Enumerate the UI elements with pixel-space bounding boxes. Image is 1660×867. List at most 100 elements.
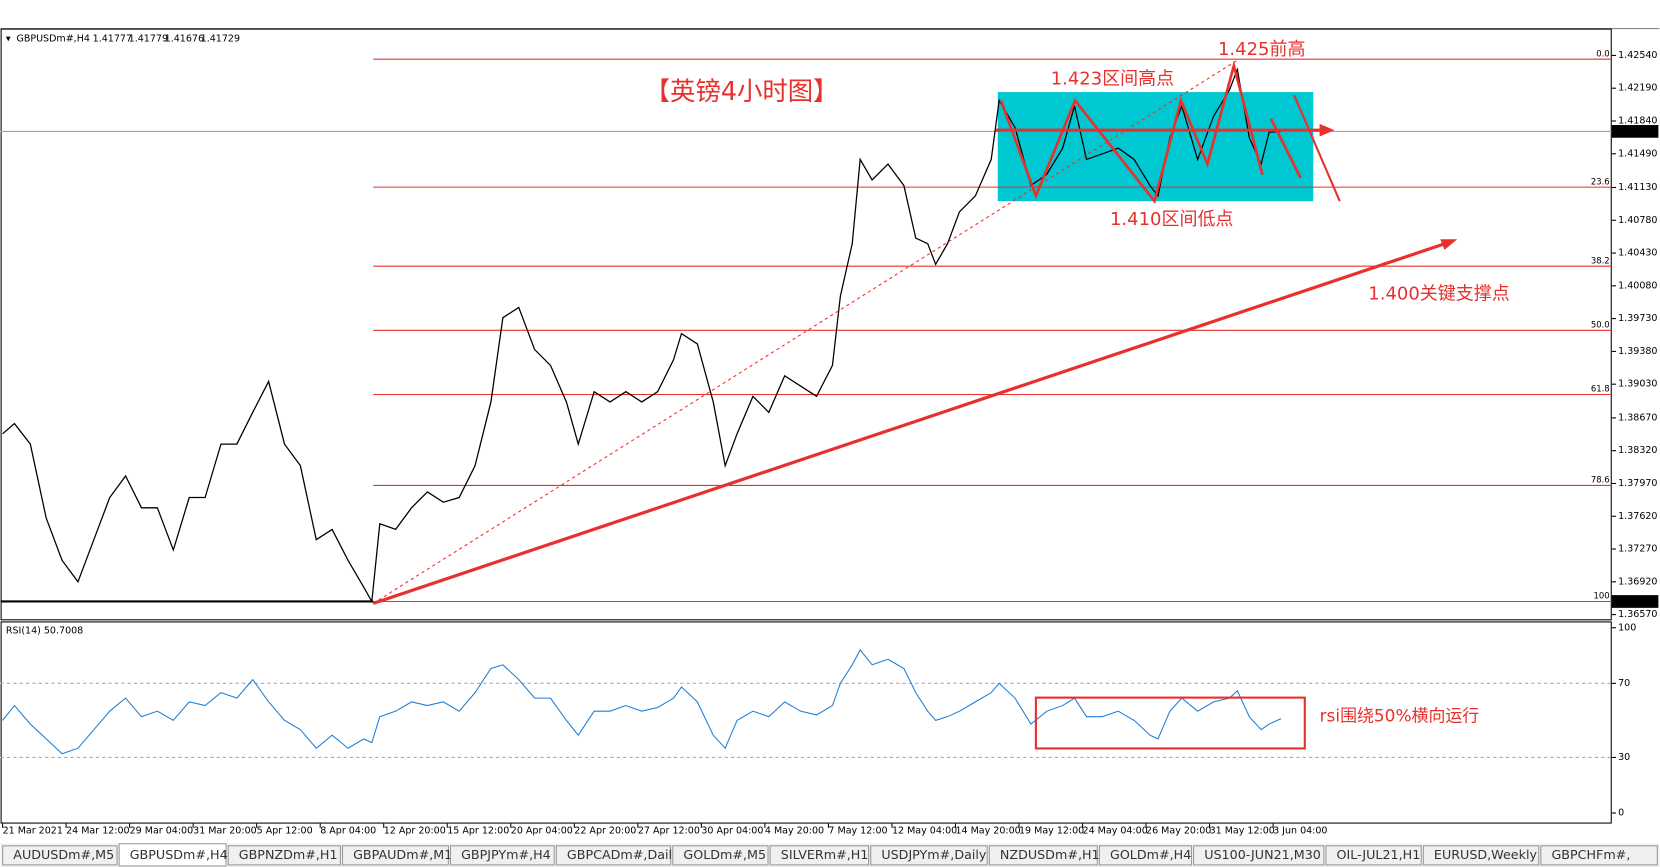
x-tick-label: 12 May 04:00 [892,826,957,837]
rsi-frame [0,621,1612,824]
tab[interactable] [1325,845,1422,866]
y-tick-label: 1.39030 [1618,379,1657,390]
annotation: rsi围绕50%横向运行 [1320,706,1480,726]
tab[interactable] [988,845,1098,866]
tab[interactable] [672,845,769,866]
y-tick-label: 1.40430 [1618,248,1657,259]
tab-label[interactable]: AUDUSDm#,M5 [13,847,114,862]
annotation: 1.423区间高点 [1051,68,1174,89]
x-tick-label: 3 Jun 04:00 [1273,826,1327,837]
tab-label[interactable]: GBPUSDm#,H4 [130,847,228,862]
x-tick-label: 14 May 20:00 [955,826,1020,837]
tab-label[interactable]: GOLDm#,H4 [1110,847,1191,862]
x-tick-label: 12 Apr 20:00 [384,826,446,837]
tab[interactable] [341,845,449,866]
tab[interactable] [1098,845,1193,866]
tab[interactable] [555,845,672,866]
tab-label[interactable]: OIL-JUL21,H1 [1337,847,1421,862]
rsi-line [2,649,1282,755]
annotation: 1.410区间低点 [1110,209,1233,230]
tab[interactable] [1193,845,1325,866]
tab[interactable] [449,845,555,866]
tab[interactable] [2,845,118,866]
chart-title: 【英镑4小时图】 [645,76,839,106]
annotation: 1.425前高 [1218,39,1305,60]
rsi-tick-label: 0 [1618,808,1624,819]
fib-label: 50.0 [1591,320,1610,330]
tab-label[interactable]: GBPCHFm#, [1551,847,1630,862]
x-tick-label: 20 Apr 04:00 [511,826,573,837]
y-tick-label: 1.39380 [1618,346,1657,357]
ohlc-value: 1.41777 [93,34,132,45]
tab[interactable] [1540,845,1658,866]
arrowhead [1440,239,1458,250]
low-price-label: 1.36710 [1616,596,1655,607]
rsi-tick-label: 100 [1618,622,1636,633]
symbol: GBPUSDm#,H4 [16,34,89,45]
tab-label[interactable]: GBPCADm#,Daily [567,847,680,862]
x-tick-label: 30 Apr 04:00 [701,826,763,837]
header-arrow: ▾ [6,34,11,45]
tab[interactable] [870,845,988,866]
down-arrow [1269,117,1302,179]
y-tick-label: 1.42190 [1618,83,1657,94]
fib-label: 0.0 [1596,48,1609,58]
y-tick-label: 1.40080 [1618,280,1657,291]
y-tick-label: 1.42540 [1618,50,1657,61]
y-tick-label: 1.41840 [1618,115,1657,126]
price-box [1611,595,1659,608]
tab[interactable] [227,845,341,866]
tab-label[interactable]: SILVERm#,H1 [781,847,869,862]
annotation: 1.400关键支撑点 [1368,283,1509,304]
y-tick-label: 1.37270 [1618,544,1657,555]
tab-label[interactable]: USDJPYm#,Daily [881,847,987,862]
tab-label[interactable]: GBPNZDm#,H1 [239,847,338,862]
tab-label[interactable]: EURUSD,Weekly [1434,847,1538,862]
price-box [1611,125,1659,138]
tab[interactable] [1422,845,1540,866]
x-tick-label: 31 Mar 20:00 [193,826,257,837]
x-tick-label: 15 Apr 12:00 [447,826,509,837]
y-tick-label: 1.41490 [1618,148,1657,159]
tab-label[interactable]: GBPAUDm#,M1 [353,847,452,862]
x-tick-label: 26 May 20:00 [1146,826,1211,837]
tab[interactable] [769,845,870,866]
x-tick-label: 31 May 12:00 [1210,826,1275,837]
drawings [372,59,1458,750]
tab[interactable] [118,843,227,867]
main-frame [0,28,1612,621]
range-box [997,92,1314,202]
x-tick-label: 29 Mar 04:00 [130,826,194,837]
x-tick-label: 27 Apr 12:00 [638,826,700,837]
x-tick-label: 24 May 04:00 [1083,826,1148,837]
fib-label: 38.2 [1591,255,1610,265]
zigzag [999,60,1264,205]
tab-label[interactable]: NZDUSDm#,H1 [1000,847,1100,862]
y-tick-label: 1.36920 [1618,576,1657,587]
x-tick-label: 24 Mar 12:00 [66,826,130,837]
price-line [2,67,1282,604]
tab-label[interactable]: GOLDm#,M5 [683,847,766,862]
y-tick-label: 1.37970 [1618,478,1657,489]
rsi-tick-label: 70 [1618,678,1630,689]
y-tick-label: 1.38670 [1618,412,1657,423]
x-tick-label: 5 Apr 12:00 [257,826,313,837]
fib-label: 23.6 [1591,176,1610,186]
y-tick-label: 1.41130 [1618,182,1657,193]
x-tick-label: 19 May 12:00 [1019,826,1084,837]
x-tick-label: 4 May 20:00 [765,826,824,837]
x-tick-label: 21 Mar 2021 [3,826,63,837]
support-line [372,240,1450,605]
current-price-label: 1.41729 [1616,126,1655,137]
tab-label[interactable]: US100-JUN21,M30 [1204,847,1321,862]
down-arrow [1293,94,1341,202]
rsi-box [1034,696,1306,750]
tab-label[interactable]: GBPJPYm#,H4 [461,847,551,862]
fib-label: 61.8 [1591,384,1610,394]
y-tick-label: 1.36570 [1618,609,1657,620]
x-tick-label: 22 Apr 20:00 [574,826,636,837]
rsi-tick-label: 30 [1618,752,1630,763]
y-tick-label: 1.37620 [1618,511,1657,522]
